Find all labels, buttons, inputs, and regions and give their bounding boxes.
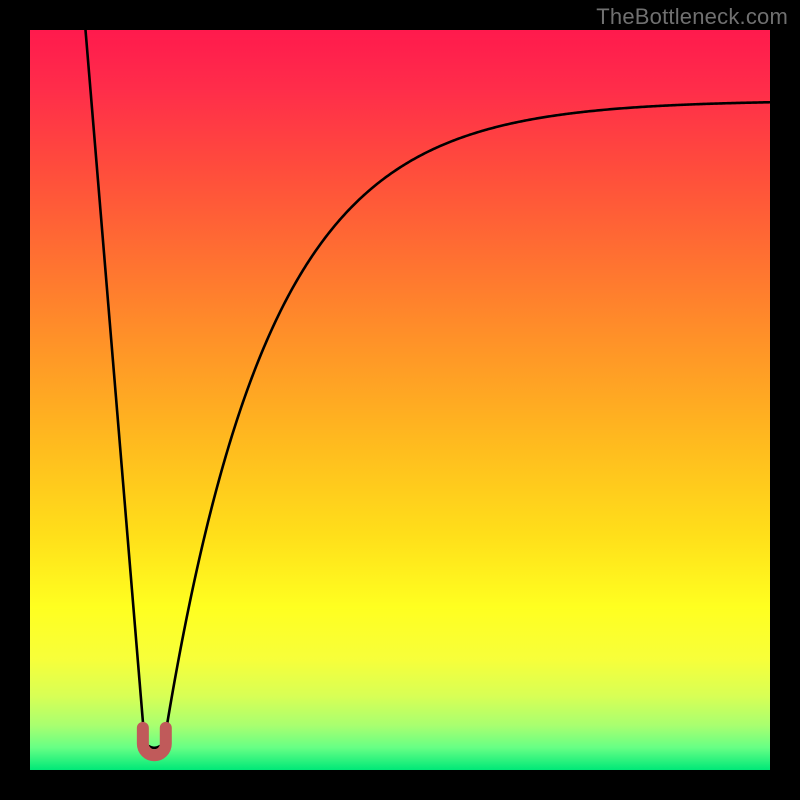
gradient-background	[30, 30, 770, 770]
watermark-text: TheBottleneck.com	[596, 4, 788, 30]
chart-frame: TheBottleneck.com	[0, 0, 800, 800]
plot-svg	[30, 30, 770, 770]
plot-area	[30, 30, 770, 770]
